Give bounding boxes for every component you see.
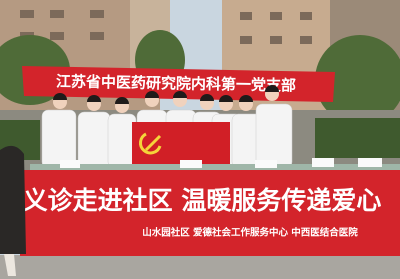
banner-organizers: 山水园社区 爱德社会工作服务中心 中西医结合医院 (142, 227, 358, 239)
bystander (0, 146, 26, 254)
ground (0, 255, 400, 279)
banner-headline: 义诊走进社区 温暖服务传递爱心 (23, 186, 382, 215)
photo: 江苏省中医药研究院内科第一党支部 (0, 0, 400, 279)
hedge (315, 118, 400, 158)
